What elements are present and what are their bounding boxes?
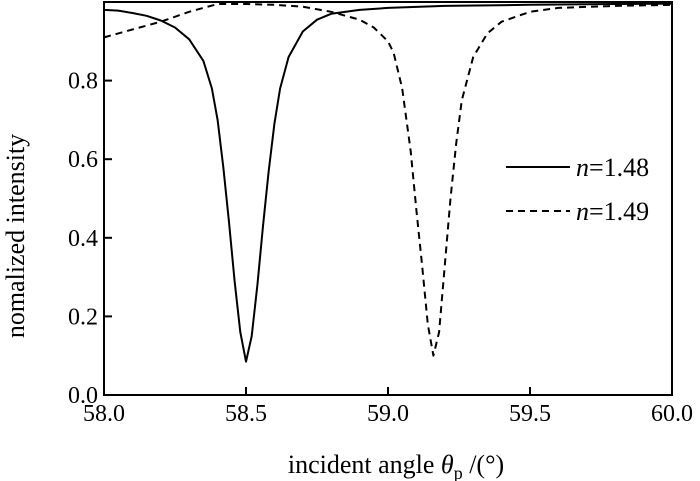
y-tick-label: 0.8 [68,69,98,95]
x-tick-label: 59.0 [367,401,409,427]
legend-label-value: =1.49 [589,197,649,226]
legend-label-var: n [576,153,589,182]
y-axis-title: nomalized intensity [1,134,30,338]
legend-label-var: n [576,197,589,226]
x-axis-title: incident angle θp /(°) [288,450,504,481]
x-tick-label: 59.5 [509,401,551,427]
legend: n=1.48 n=1.49 [506,153,649,226]
y-tick-label: 0.0 [68,383,98,409]
y-tick-label: 0.4 [68,226,98,252]
y-tick-label: 0.6 [68,147,98,173]
x-axis-title-subscript: p [454,463,463,481]
x-axis-title-prefix: incident angle [288,450,441,479]
legend-label-n-1-49: n=1.49 [576,197,649,226]
axis-ticks: 58.0 58.5 59.0 59.5 60.0 0.0 0.2 0.4 0.6 0.8 [68,69,693,427]
legend-label-value: =1.48 [589,153,649,182]
x-tick-label: 58.5 [225,401,267,427]
series-line-n-1-48 [103,2,673,363]
plot-area [103,2,673,363]
legend-label-n-1-48: n=1.48 [576,153,649,182]
x-tick-label: 58.0 [83,401,125,427]
x-tick-label: 60.0 [651,401,693,427]
x-axis-title-symbol: θ [441,450,454,479]
x-axis-title-suffix: /(°) [463,450,504,479]
series-line-n-1-49 [103,3,673,357]
y-tick-label: 0.2 [68,304,98,330]
